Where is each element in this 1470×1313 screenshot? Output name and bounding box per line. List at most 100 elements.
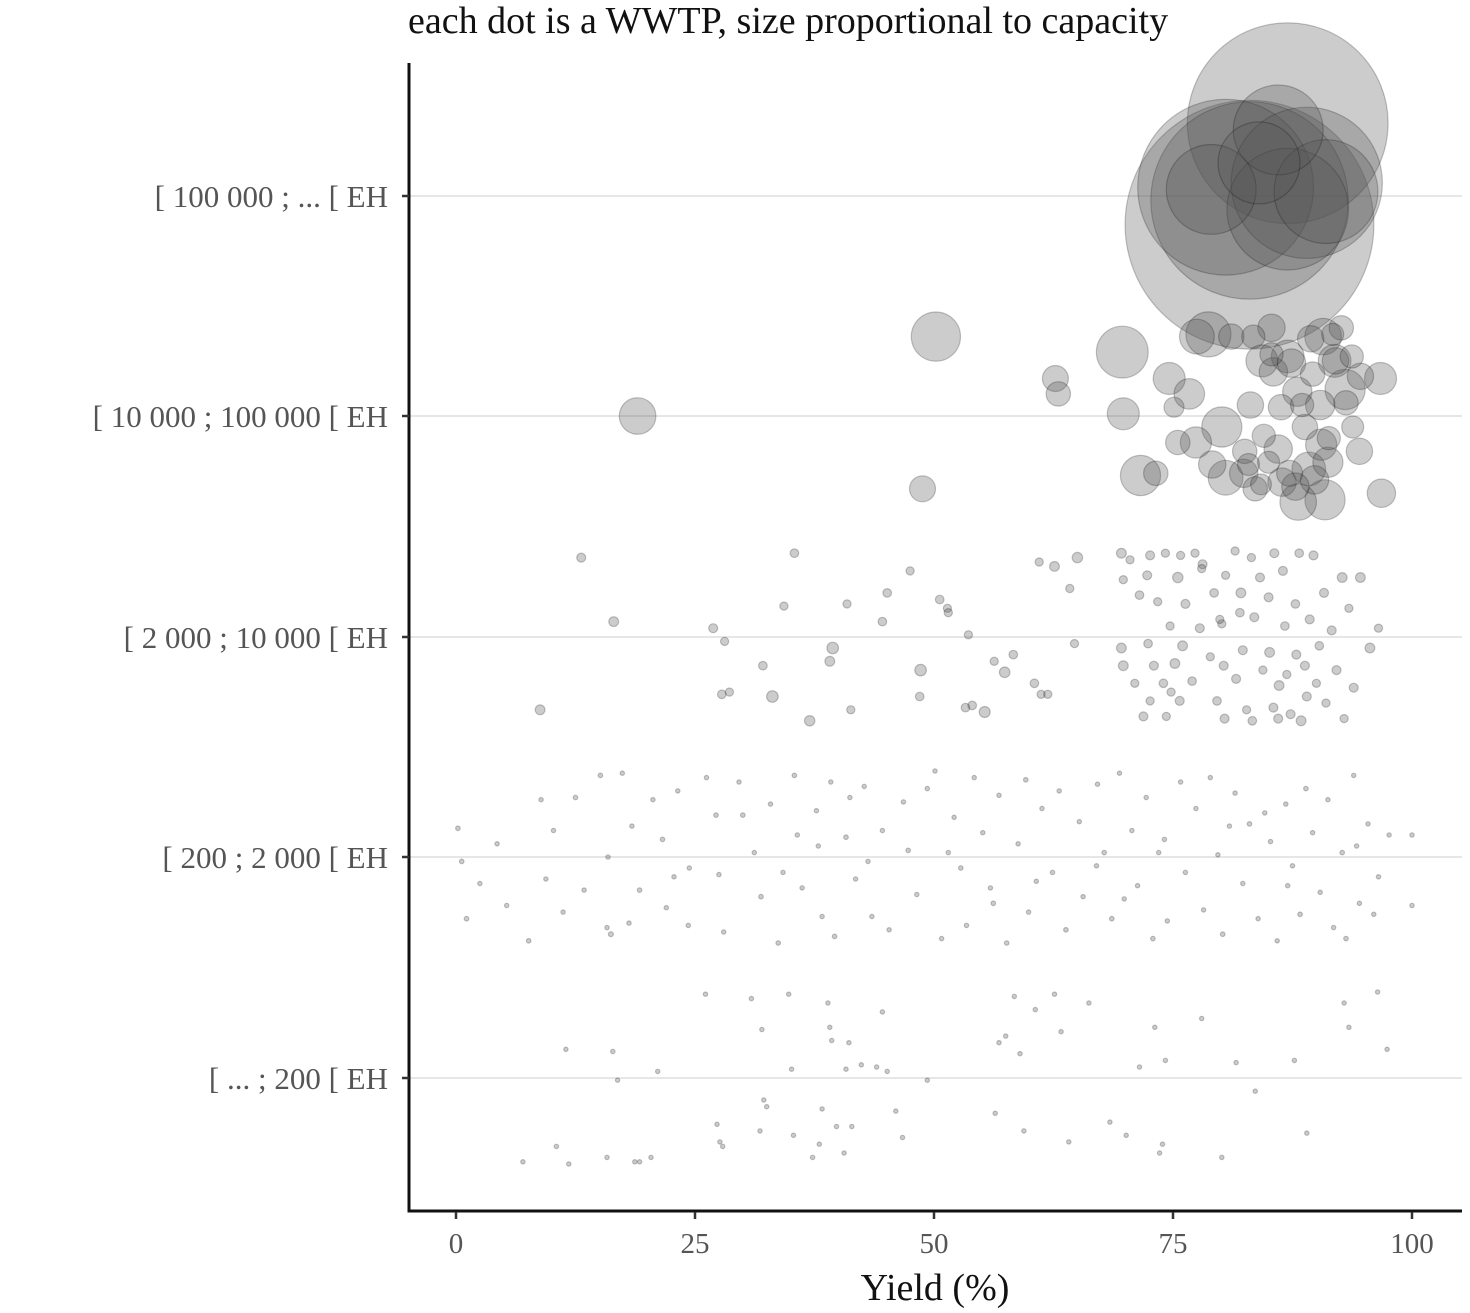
wwtp-point	[1163, 396, 1185, 418]
wwtp-point	[477, 880, 483, 887]
wwtp-point	[914, 691, 925, 702]
wwtp-point	[1194, 623, 1205, 634]
wwtp-point	[1230, 673, 1242, 685]
wwtp-point	[1311, 678, 1322, 689]
wwtp-point	[565, 1161, 572, 1167]
wwtp-point	[1273, 713, 1284, 724]
wwtp-point	[604, 1154, 610, 1161]
wwtp-point	[494, 840, 500, 847]
wwtp-point	[1033, 878, 1040, 885]
wwtp-point	[1259, 342, 1284, 367]
wwtp-point	[979, 829, 986, 836]
x-tick-label-2: 50	[920, 1228, 949, 1260]
wwtp-point	[1304, 317, 1342, 356]
wwtp-point	[987, 885, 994, 891]
wwtp-point	[1241, 705, 1252, 715]
wwtp-point	[1344, 603, 1354, 614]
wwtp-point	[702, 991, 709, 998]
wwtp-point	[757, 1128, 763, 1134]
wwtp-point	[1136, 1064, 1143, 1070]
wwtp-point	[572, 794, 579, 801]
wwtp-point	[1232, 84, 1324, 176]
wwtp-point	[550, 827, 557, 834]
wwtp-point	[1178, 318, 1215, 355]
wwtp-point	[1304, 614, 1315, 625]
wwtp-point	[1108, 915, 1115, 922]
wwtp-point	[1386, 832, 1392, 838]
wwtp-point	[1036, 689, 1046, 700]
wwtp-point	[942, 603, 953, 614]
wwtp-point	[833, 1123, 840, 1130]
wwtp-point	[1118, 575, 1129, 585]
wwtp-point	[1354, 571, 1366, 583]
wwtp-point	[1299, 465, 1330, 495]
wwtp-point	[1051, 991, 1058, 998]
wwtp-point	[1008, 649, 1019, 660]
wwtp-point	[1257, 313, 1286, 343]
wwtp-point	[1242, 475, 1268, 502]
wwtp-point	[1197, 559, 1208, 570]
wwtp-point	[892, 1108, 899, 1114]
wwtp-point	[1345, 437, 1374, 466]
wwtp-point	[534, 704, 546, 716]
wwtp-point	[1281, 472, 1310, 501]
wwtp-point	[766, 690, 779, 703]
wwtp-point	[951, 814, 957, 821]
wwtp-point	[631, 1159, 638, 1165]
wwtp-point	[905, 566, 915, 576]
wwtp-point	[1069, 638, 1080, 649]
wwtp-point	[1218, 323, 1245, 350]
y-tick-label-0: [ ... ; 200 [ EH	[209, 1061, 388, 1096]
wwtp-point	[1150, 101, 1349, 300]
wwtp-point	[825, 1000, 831, 1006]
wwtp-point	[1205, 652, 1216, 662]
wwtp-point	[1149, 935, 1156, 942]
wwtp-point	[1048, 560, 1060, 572]
wwtp-point	[1156, 1150, 1163, 1156]
wwtp-point	[1282, 669, 1292, 680]
wwtp-point	[1230, 106, 1384, 260]
x-axis-ticks: 0 25 50 75 100	[449, 1212, 1434, 1260]
wwtp-point	[1269, 548, 1280, 559]
wwtp-point	[455, 825, 461, 832]
wwtp-point	[1145, 696, 1155, 706]
wwtp-point	[882, 588, 893, 598]
wwtp-point	[1220, 570, 1231, 581]
wwtp-point	[1174, 695, 1185, 707]
wwtp-point	[1165, 143, 1257, 235]
wwtp-point	[767, 801, 774, 807]
wwtp-point	[1279, 621, 1290, 631]
wwtp-point	[1245, 344, 1279, 378]
wwtp-point	[873, 1064, 880, 1070]
wwtp-point	[1277, 565, 1289, 577]
wwtp-point	[1235, 587, 1247, 599]
wwtp-point	[1071, 551, 1084, 564]
wwtp-point	[713, 812, 719, 818]
wwtp-point	[1363, 361, 1398, 396]
wwtp-point	[1200, 907, 1207, 913]
wwtp-point	[1371, 911, 1377, 918]
y-tick-label-3: [ 10 000 ; 100 000 [ EH	[93, 399, 388, 434]
wwtp-point	[719, 1143, 726, 1150]
wwtp-point	[1268, 702, 1279, 713]
y-tick-label-2: [ 2 000 ; 10 000 [ EH	[124, 620, 388, 655]
wwtp-point	[1258, 665, 1268, 675]
wwtp-point	[1148, 660, 1160, 671]
wwtp-point	[1264, 646, 1276, 658]
wwtp-point	[1291, 1057, 1298, 1064]
wwtp-point	[543, 876, 549, 882]
wwtp-point	[1276, 348, 1307, 378]
wwtp-point	[1295, 715, 1307, 727]
wwtp-point	[1317, 343, 1352, 378]
wwtp-point	[1143, 460, 1169, 487]
wwtp-point	[879, 1009, 886, 1015]
wwtp-point	[852, 876, 859, 882]
wwtp-point	[1282, 376, 1313, 407]
wwtp-point	[813, 807, 820, 814]
wwtp-point	[1267, 467, 1297, 497]
wwtp-point	[1237, 645, 1248, 656]
wwtp-point	[1101, 849, 1108, 856]
wwtp-point	[576, 552, 587, 563]
wwtp-point	[819, 1106, 825, 1112]
wwtp-point	[945, 849, 952, 856]
